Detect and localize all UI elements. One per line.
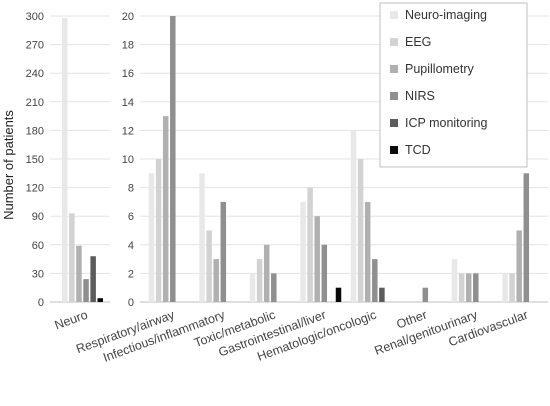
y-tick-label-p1-90: 90 [32,211,44,223]
y-tick-label-p1-0: 0 [38,297,44,309]
y-tick-label-p1-120: 120 [26,183,44,195]
bar-cardiovascular-nirs [523,173,530,302]
bar-other-nirs [422,287,429,302]
bar-neuro-icp-monitoring [90,256,96,302]
bar-gastrointestinal-liver-pupillometry [314,216,320,302]
y-tick-label-p2-6: 6 [128,211,134,223]
bar-infectious-inflammatory-pupillometry [213,259,219,302]
legend-swatch-tcd [390,146,398,154]
y-axis-label: Number of patients [1,110,16,220]
legend-box [379,2,528,168]
legend-label-eeg: EEG [405,35,431,49]
bar-renal-genitourinary-pupillometry [465,273,472,302]
bar-hematologic-oncologic-nirs [372,259,378,302]
bar-toxic-metabolic-eeg [256,259,263,302]
bar-neuro-pupillometry [76,245,82,302]
y-tick-label-p1-150: 150 [26,154,44,166]
y-tick-label-p2-18: 18 [122,40,134,52]
bar-hematologic-oncologic-pupillometry [364,201,371,302]
legend-swatch-nirs [390,92,398,100]
y-tick-label-p2-10: 10 [122,154,134,166]
bars [62,16,530,302]
y-tick-label-p2-4: 4 [128,240,134,252]
y-tick-label-p1-210: 210 [26,97,44,109]
legend-swatch-neuro-imaging [390,11,398,19]
bar-neuro-tcd [97,298,103,302]
y-tick-label-p1-60: 60 [32,240,44,252]
y-tick-label-p1-270: 270 [26,40,44,52]
legend-swatch-eeg [390,38,398,46]
legend-label-nirs: NIRS [405,89,435,103]
bar-gastrointestinal-liver-tcd [335,287,342,302]
y-tick-label-p1-300: 300 [26,11,44,23]
bar-renal-genitourinary-nirs [473,273,479,302]
category-label-neuro: Neuro [53,308,90,333]
bar-hematologic-oncologic-eeg [357,159,364,302]
legend-swatch-pupillometry [390,65,398,73]
legend-label-icp-monitoring: ICP monitoring [405,116,487,130]
bar-respiratory-airway-eeg [155,159,162,302]
y-tick-label-p2-8: 8 [128,183,134,195]
bar-renal-genitourinary-eeg [458,273,465,302]
y-tick-label-p2-12: 12 [122,125,134,137]
y-tick-label-p1-30: 30 [32,268,44,280]
legend: Neuro-imaging EEG Pupillometry NIRS ICP moni… [379,2,528,168]
y-tick-label-p1-240: 240 [26,68,44,80]
y-tick-label-p1-180: 180 [26,125,44,137]
bar-cardiovascular-pupillometry [516,230,522,302]
bar-respiratory-airway-pupillometry [162,116,169,302]
bar-gastrointestinal-liver-nirs [321,244,328,302]
bar-respiratory-airway-nirs [170,16,176,302]
bar-infectious-inflammatory-neuro-imaging [199,173,205,302]
bar-infectious-inflammatory-eeg [206,230,212,302]
bar-infectious-inflammatory-nirs [220,201,227,302]
y-tick-label-p2-14: 14 [122,97,134,109]
bar-respiratory-airway-neuro-imaging [148,173,155,302]
bar-neuro-neuro-imaging [62,17,68,302]
bar-gastrointestinal-liver-neuro-imaging [300,201,306,302]
y-tick-label-p2-20: 20 [122,11,134,23]
bar-hematologic-oncologic-neuro-imaging [350,130,357,302]
legend-label-neuro-imaging: Neuro-imaging [405,8,487,22]
legend-swatch-icp-monitoring [390,119,398,127]
bar-toxic-metabolic-nirs [271,273,277,302]
bar-neuro-nirs [83,279,89,302]
bar-hematologic-oncologic-icp-monitoring [379,287,385,302]
y-tick-label-p2-2: 2 [128,268,134,280]
legend-label-tcd: TCD [405,143,431,157]
bar-cardiovascular-neuro-imaging [502,273,508,302]
bar-toxic-metabolic-pupillometry [263,244,270,302]
bar-toxic-metabolic-neuro-imaging [249,273,256,302]
legend-label-pupillometry: Pupillometry [405,62,475,76]
bar-renal-genitourinary-neuro-imaging [451,259,458,302]
bar-gastrointestinal-liver-eeg [307,187,313,302]
y-tick-label-p2-0: 0 [128,297,134,309]
bar-cardiovascular-eeg [509,273,515,302]
y-tick-label-p2-16: 16 [122,68,134,80]
bar-neuro-eeg [69,213,75,302]
